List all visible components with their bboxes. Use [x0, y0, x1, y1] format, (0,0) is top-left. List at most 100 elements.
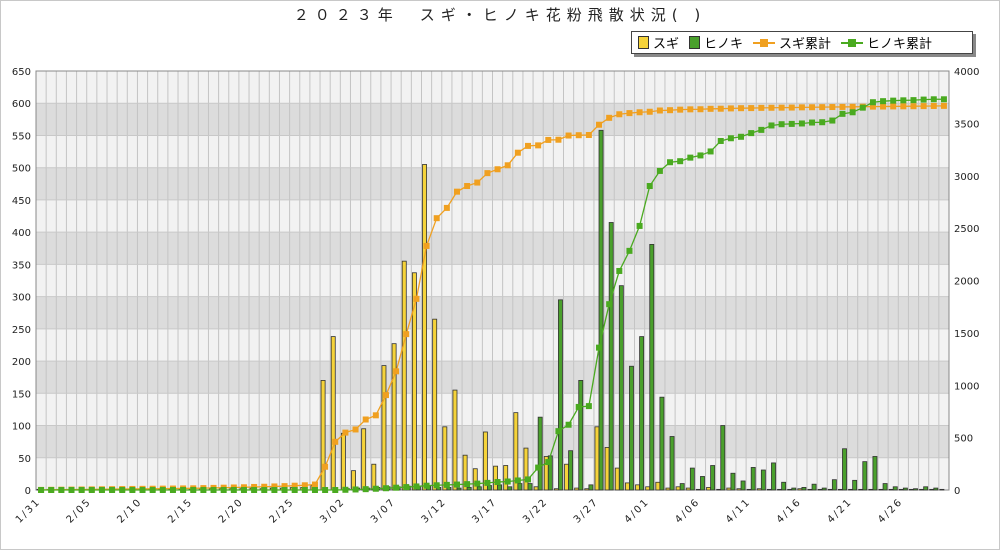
hinoki-cum-point [200, 487, 207, 493]
bar-sugi [939, 488, 945, 491]
hinoki-cum-point [180, 487, 187, 493]
hinoki-cum-point [788, 120, 795, 127]
bar-sugi [898, 488, 904, 491]
bar-hinoki [476, 486, 482, 491]
x-axis-tick-label: 2/05 [65, 496, 94, 525]
hinoki-cum-point [190, 487, 197, 493]
legend-item-sugi-cum: スギ累計 [753, 33, 831, 52]
bar-sugi [614, 467, 620, 491]
bar-hinoki [842, 448, 847, 491]
bar-hinoki [669, 436, 675, 491]
sugi-cum-point [291, 482, 298, 489]
bar-sugi [919, 488, 925, 491]
hinoki-cum-point [251, 487, 258, 493]
hinoki-cum-point [869, 99, 876, 106]
hinoki-cum-point [464, 481, 471, 488]
x-axis-tick-label: 3/07 [369, 496, 398, 525]
sugi-cum-point [322, 463, 329, 470]
sugi-cum-point [809, 104, 816, 111]
hinoki-cum-point [423, 482, 430, 489]
hinoki-cum-point [636, 222, 643, 229]
bar-sugi [564, 463, 569, 491]
sugi-cum-point [900, 103, 907, 110]
sugi-cum-point [251, 483, 258, 490]
hinoki-cum-point [68, 487, 75, 493]
sugi-cum-point [839, 103, 846, 110]
hinoki-cum-point [210, 487, 217, 493]
hinoki-cum-point [596, 344, 603, 351]
bar-sugi [838, 488, 843, 491]
hinoki-cum-point [403, 484, 410, 491]
sugi-cum-point [514, 149, 521, 156]
left-axis-tick-label: 50 [18, 454, 31, 465]
hinoki-cum-point [585, 403, 592, 410]
sugi-cum-point [433, 215, 440, 222]
bar-hinoki [923, 486, 929, 491]
hinoki-cum-point [342, 486, 349, 493]
right-axis-tick-label: 1500 [954, 329, 979, 340]
hinoki-cum-point [159, 487, 166, 493]
bar-sugi [482, 431, 488, 491]
sugi-cum-point [940, 102, 947, 109]
bar-sugi [574, 487, 580, 491]
bar-hinoki [456, 487, 462, 491]
left-axis-tick-label: 400 [12, 228, 31, 239]
hinoki-cum-point [433, 482, 440, 489]
bar-hinoki [862, 461, 868, 491]
legend-item-sugi: スギ [638, 33, 679, 52]
hinoki-cum-point [717, 137, 724, 144]
hinoki-cum-point [332, 487, 339, 493]
left-axis-tick-label: 450 [12, 196, 31, 207]
hinoki-cum-point [261, 487, 268, 493]
legend-swatch-sugi [638, 36, 649, 49]
hinoki-cum-point [656, 167, 663, 174]
left-axis-tick-label: 650 [12, 67, 31, 78]
hinoki-cum-point [38, 487, 45, 493]
left-axis-tick-label: 150 [12, 389, 31, 400]
bar-sugi [929, 488, 935, 491]
hinoki-cum-point [271, 487, 278, 493]
hinoki-cum-point [48, 487, 55, 493]
hinoki-cum-point [413, 483, 420, 490]
hinoki-cum-point [575, 403, 582, 410]
sugi-cum-point [910, 103, 917, 110]
sugi-cum-point [393, 368, 400, 375]
sugi-cum-point [616, 111, 623, 118]
bar-sugi [391, 343, 397, 491]
sugi-cum-point [271, 483, 278, 490]
hinoki-cum-point [606, 301, 613, 308]
sugi-cum-point [555, 136, 562, 143]
bar-sugi [706, 487, 712, 491]
hinoki-cum-point [129, 487, 136, 493]
sugi-cum-point [474, 179, 481, 186]
bar-sugi [716, 488, 722, 491]
hinoki-cum-point [819, 119, 826, 126]
sugi-cum-point [748, 105, 755, 112]
bar-sugi [493, 465, 498, 491]
left-axis-tick-label: 250 [12, 325, 31, 336]
bar-hinoki [831, 479, 837, 491]
right-axis-tick-label: 2000 [954, 277, 979, 288]
bar-hinoki [902, 487, 908, 491]
sugi-cum-point [596, 121, 603, 128]
hinoki-cum-point [768, 122, 775, 129]
hinoki-cum-point [525, 476, 532, 483]
hinoki-cum-point [829, 117, 836, 124]
hinoki-cum-point [443, 481, 450, 488]
sugi-cum-point [372, 412, 379, 419]
x-axis-tick-label: 4/06 [673, 496, 702, 525]
bar-hinoki [811, 483, 817, 491]
bar-hinoki [791, 487, 797, 491]
bar-hinoki [882, 483, 888, 491]
bar-hinoki [497, 484, 503, 491]
bar-sugi [533, 486, 539, 491]
bar-sugi [655, 481, 661, 491]
bar-hinoki [466, 487, 472, 491]
hinoki-cum-point [382, 485, 389, 492]
sugi-cum-point [758, 104, 765, 111]
hinoki-cum-point [940, 96, 947, 103]
bar-hinoki [639, 336, 645, 491]
sugi-cum-point [403, 331, 410, 338]
sugi-cum-point [738, 105, 745, 112]
